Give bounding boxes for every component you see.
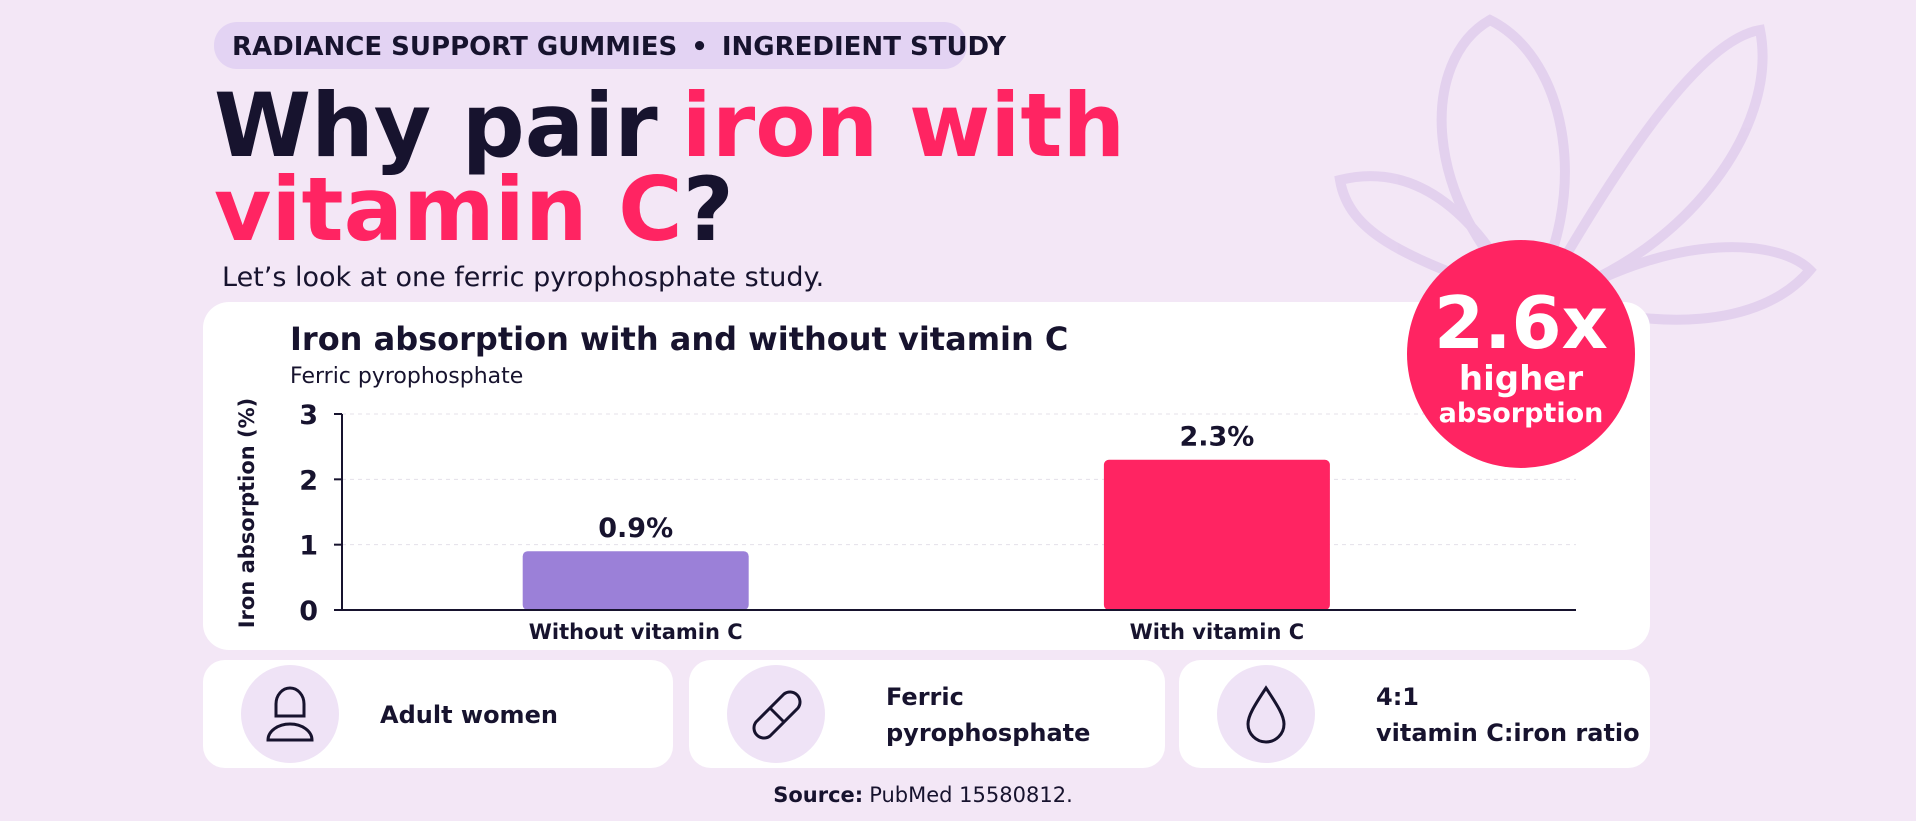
eyebrow-part: INGREDIENT STUDY [722,32,1007,62]
fact-icon-bg [241,665,339,763]
fact-text: 4:1 [1376,683,1419,711]
title-part: Why pair [214,74,658,177]
fact-icon [266,686,314,742]
y-tick-label: 3 [299,400,318,431]
y-axis-label: Iron absorption (%) [235,398,259,629]
badge [1407,240,1635,468]
fact-icon [1246,685,1286,744]
eyebrow-pill [214,22,967,69]
x-tick-label: Without vitamin C [529,620,743,644]
title-line: Why pair iron with [214,74,1125,177]
bar [1103,459,1330,610]
fact-text: Adult women [380,701,558,729]
x-tick-label: With vitamin C [1130,620,1305,644]
eyebrow-text: RADIANCE SUPPORT GUMMIES • INGREDIENT STUD… [232,32,1007,62]
source: Source: PubMed 15580812. [773,783,1073,807]
source-label: Source: [773,783,863,807]
chart-title: Iron absorption with and without vitamin… [290,320,1068,358]
title-part: iron with [682,74,1125,177]
source-text: PubMed 15580812. [869,783,1073,807]
value-label: 0.9% [598,513,673,544]
badge-headline: 2.6x [1434,281,1608,365]
fact-text: pyrophosphate [886,719,1090,747]
title-line: vitamin C? [214,158,734,261]
fact-icon [752,690,802,740]
title-part: vitamin C [214,158,683,261]
y-tick-label: 0 [299,596,318,627]
title-part: ? [683,158,734,261]
eyebrow-part: RADIANCE SUPPORT GUMMIES [232,32,677,62]
plot: 0 1 2 3 0.9% Without vitamin C 2.3% With vitami… [299,400,1576,644]
value-label: 2.3% [1179,422,1254,453]
fact-cards: Adult women Ferric pyrophosphate 4:1 vitamin… [203,660,1650,768]
leaf-decoration [1334,14,1817,325]
chart-subtitle: Ferric pyrophosphate [290,364,523,389]
fact-text: vitamin C:iron ratio [1376,719,1640,747]
fact-icon-bg [1217,665,1315,763]
badge-text: absorption [1439,398,1604,429]
bar [522,551,749,610]
fact-text: Ferric [886,683,964,711]
subtitle: Let’s look at one ferric pyrophosphate s… [222,262,824,293]
y-tick-label: 2 [299,465,318,496]
y-tick-label: 1 [299,531,318,562]
eyebrow-dot: • [691,32,708,62]
badge-text: higher [1459,359,1583,399]
